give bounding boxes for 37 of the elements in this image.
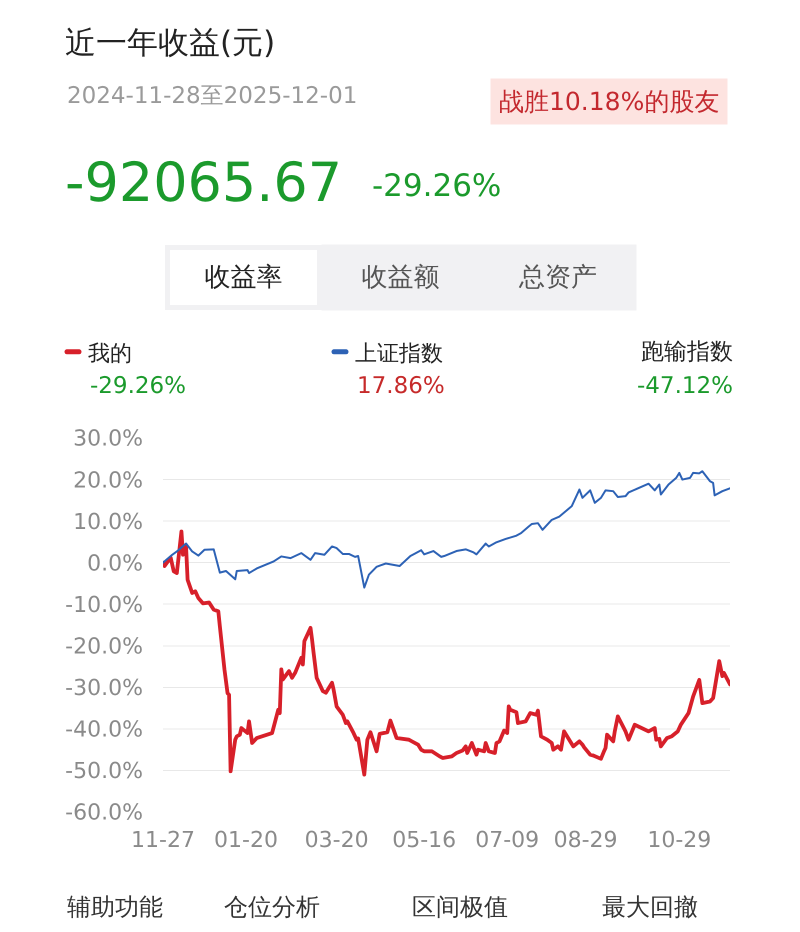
text: 收益额 [362,262,440,292]
x-tick-label: 05-16 [392,828,456,853]
x-tick-label: 03-20 [304,828,369,853]
y-tick-label: -30.0% [65,676,143,702]
x-tick-label: 08-29 [554,828,618,853]
x-tick-label: 01-20 [214,828,278,853]
text: -29.26% [90,373,186,399]
text: -92065.67 [65,151,342,214]
line-series [163,470,730,589]
text: 总资产 [518,262,597,292]
text: 区间极值 [412,893,508,921]
text: 最大回撤 [602,893,698,921]
legend-label: 上证指数 [355,341,443,366]
y-tick-label: -10.0% [65,592,143,618]
text: -47.12% [637,373,733,399]
text: 仓位分析 [224,893,320,921]
chart-subtitle: 2024-11-28至2025-12-01 [67,83,358,109]
x-tick-label: 07-09 [475,828,540,853]
y-tick-label: 0.0% [87,551,143,576]
text: -29.26% [372,168,502,204]
y-tick-label: -20.0% [65,634,143,660]
text: 收益率 [204,262,282,292]
y-tick-label: 10.0% [73,510,143,535]
y-tick-label: -40.0% [65,718,143,743]
text: 跑输指数 [641,339,733,365]
y-tick-label: 30.0% [73,426,143,452]
y-tick-label: -60.0% [65,800,143,826]
line-series [163,530,730,776]
text: 战胜10.18%的股友 [499,87,720,116]
y-tick-label: -50.0% [65,759,143,784]
text: 辅助功能 [67,893,163,921]
x-tick-label: 11-27 [131,828,195,853]
y-tick-label: 20.0% [73,468,143,494]
legend-label: 我的 [88,341,132,366]
x-tick-label: 10-29 [647,828,712,853]
chart-title: 近一年收益(元) [65,24,276,61]
text: 17.86% [357,373,445,399]
